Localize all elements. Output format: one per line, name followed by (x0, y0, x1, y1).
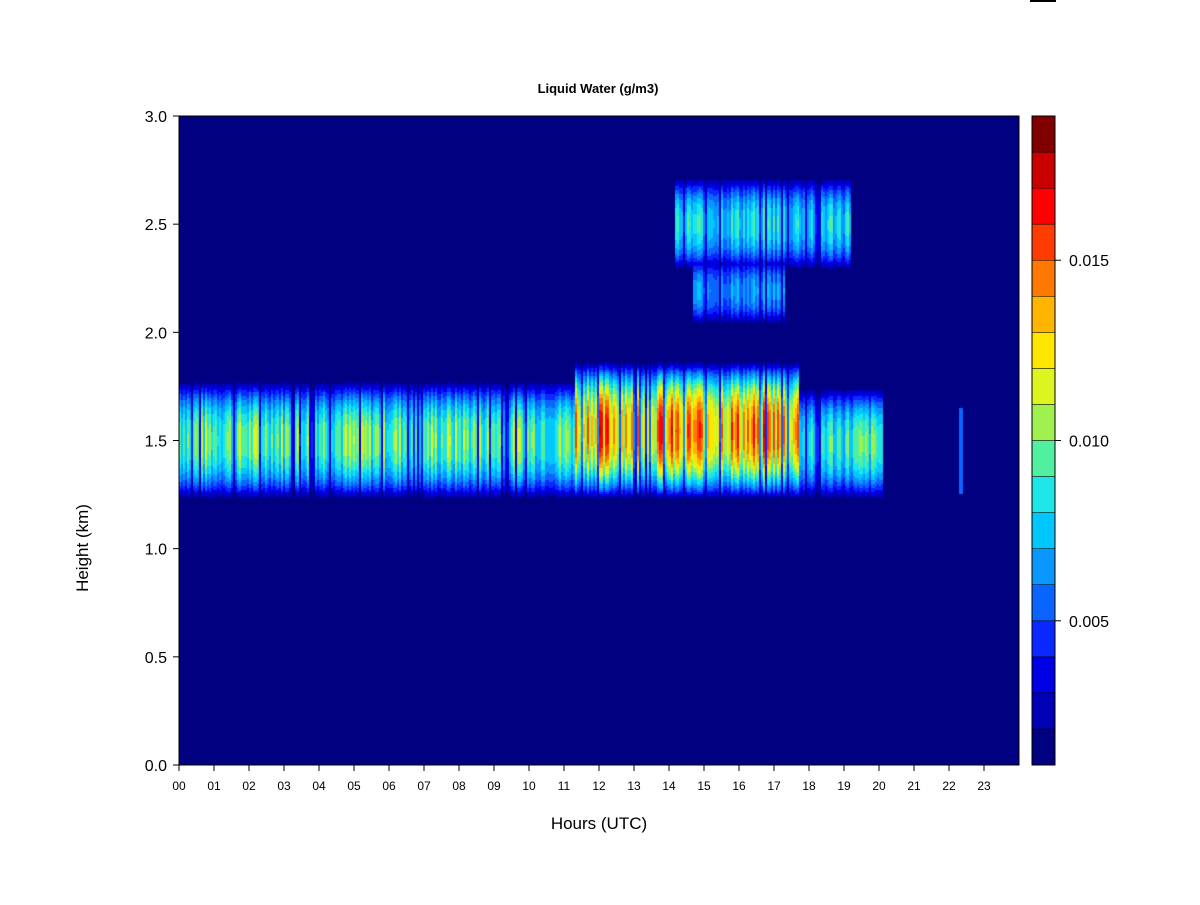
y-tick-label: 0.5 (145, 650, 167, 667)
colorbar-segment (1031, 476, 1056, 513)
colorbar-segment (1031, 259, 1056, 297)
colorbar-segment (1031, 223, 1056, 261)
x-tick-label: 11 (558, 779, 571, 793)
y-tick-label: 1.0 (145, 542, 167, 559)
heatmap-plot-area (178, 115, 1020, 766)
colorbar-legend: 0.005 0.010 0.015 (1031, 115, 1109, 766)
x-tick-label: 23 (977, 779, 991, 793)
x-tick-label: 16 (732, 779, 746, 793)
colorbar-segment (1031, 368, 1056, 405)
x-tick-label: 01 (207, 779, 221, 793)
x-tick-label: 12 (592, 779, 606, 793)
heatmap-raster-container (179, 116, 1019, 765)
colorbar-segment (1031, 728, 1056, 766)
colorbar-segment (1031, 620, 1056, 658)
x-tick-label: 00 (172, 779, 186, 793)
x-tick-label: 17 (767, 779, 781, 793)
y-tick-label: 3.0 (145, 109, 167, 126)
y-tick-label: 1.5 (145, 434, 167, 451)
x-tick-label: 19 (837, 779, 851, 793)
colorbar-tick-label: 0.010 (1069, 434, 1109, 451)
y-axis-label: Height (km) (73, 504, 92, 592)
colorbar-tick-label: 0.015 (1069, 253, 1109, 270)
x-tick-label: 02 (242, 779, 256, 793)
colorbar-segment (1031, 151, 1056, 189)
x-tick-label: 03 (277, 779, 291, 793)
heatmap-raster (179, 116, 1019, 765)
x-tick-label: 14 (662, 779, 676, 793)
x-tick-label: 09 (487, 779, 501, 793)
colorbar-segment (1031, 548, 1056, 585)
x-tick-label: 10 (522, 779, 536, 793)
colorbar-segment (1031, 692, 1056, 730)
x-tick-label: 13 (627, 779, 641, 793)
chart-title: Liquid Water (g/m3) (538, 81, 659, 96)
colorbar-segment (1031, 187, 1056, 225)
x-axis: 00 01 02 03 04 05 06 07 08 09 10 11 12 13 14 15 16 17 18 19… (172, 764, 991, 793)
x-tick-label: 18 (802, 779, 816, 793)
colorbar-segment (1031, 512, 1056, 549)
y-tick-label: 2.5 (145, 217, 167, 234)
colorbar-segment (1031, 115, 1056, 153)
y-tick-label: 0.0 (145, 758, 167, 775)
colorbar-segment (1031, 332, 1056, 369)
colorbar-segment (1031, 404, 1056, 441)
x-tick-label: 04 (312, 779, 326, 793)
x-tick-label: 22 (942, 779, 956, 793)
x-tick-label: 06 (382, 779, 396, 793)
y-tick-label: 2.0 (145, 325, 167, 342)
corner-mark (1030, 0, 1056, 2)
colorbar-segment (1031, 296, 1056, 333)
x-tick-label: 20 (872, 779, 886, 793)
y-axis: 0.0 0.5 1.0 1.5 2.0 2.5 3.0 (145, 109, 180, 775)
x-tick-label: 08 (452, 779, 466, 793)
x-tick-label: 05 (347, 779, 361, 793)
colorbar-segment (1031, 584, 1056, 622)
colorbar-segment (1031, 440, 1056, 477)
x-tick-label: 07 (417, 779, 431, 793)
x-tick-label: 21 (907, 779, 921, 793)
colorbar-tick-label: 0.005 (1069, 614, 1109, 631)
x-tick-label: 15 (697, 779, 711, 793)
x-axis-label: Hours (UTC) (551, 814, 647, 833)
colorbar-segment (1031, 656, 1056, 694)
